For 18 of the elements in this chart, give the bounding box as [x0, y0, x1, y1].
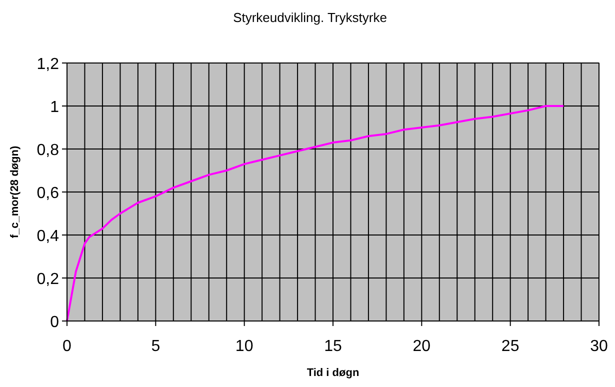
y-tick-label: 1: [50, 99, 60, 116]
x-tick-label: 25: [501, 338, 520, 355]
x-axis-title: Tid i døgn: [306, 367, 360, 379]
y-tick-label: 0: [50, 314, 60, 331]
y-tick-label: 0,8: [36, 142, 60, 159]
x-tick-label: 30: [590, 338, 608, 355]
x-tick-label: 5: [151, 338, 160, 355]
x-tick-label: 10: [235, 338, 254, 355]
y-tick-label: 1,2: [36, 56, 60, 73]
y-tick-label: 0,6: [36, 185, 60, 202]
y-axis-title: f_c_mor(28 døgn): [9, 146, 21, 238]
chart-title: Styrkeudvikling. Trykstyrke: [233, 10, 387, 25]
x-tick-label: 0: [62, 338, 72, 355]
y-tick-label: 0,2: [36, 271, 60, 288]
line-series: [66, 105, 565, 322]
y-tick-label: 0,4: [36, 228, 60, 245]
x-tick-label: 20: [412, 338, 431, 355]
x-tick-label: 15: [324, 338, 342, 355]
